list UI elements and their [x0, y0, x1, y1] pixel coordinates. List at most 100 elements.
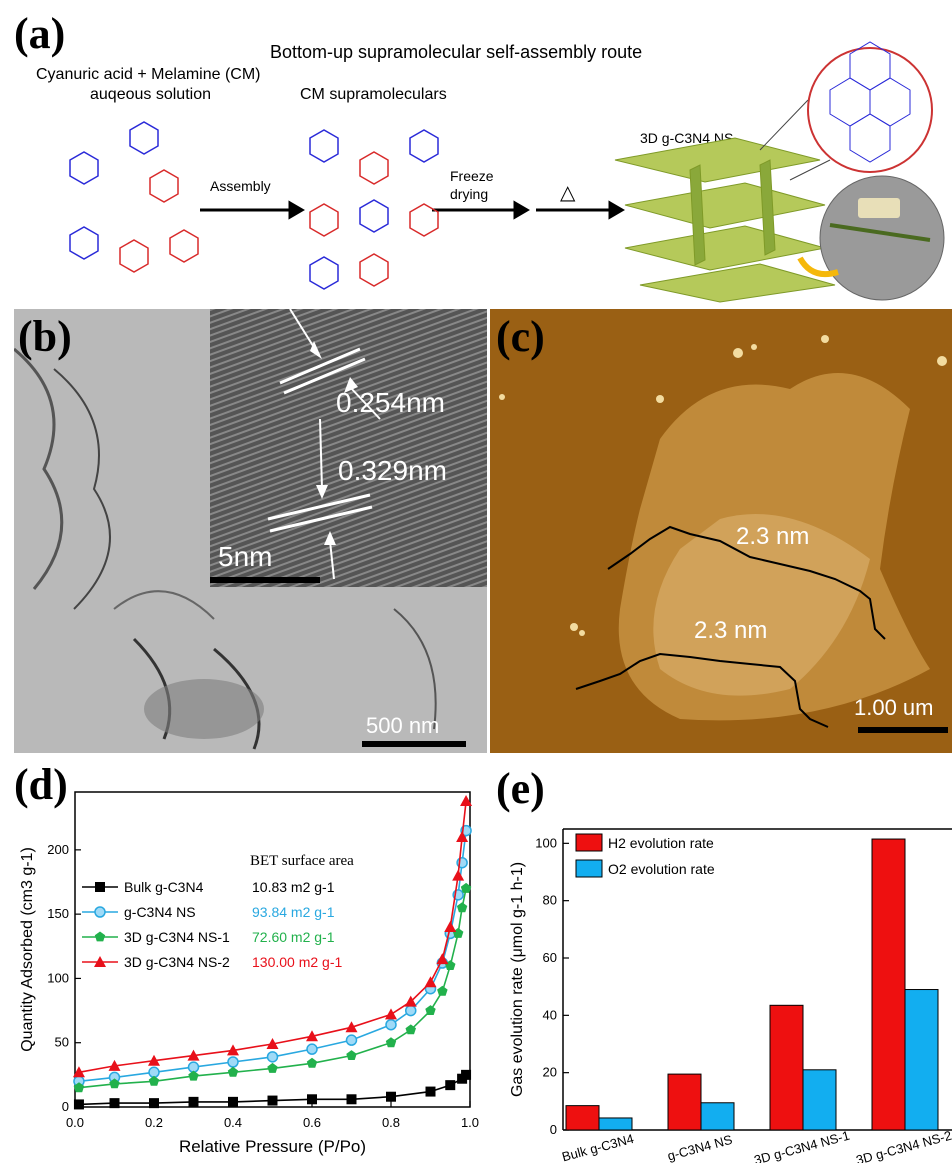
panel-b-scale-label: 500 nm	[366, 713, 440, 738]
data-point	[452, 869, 465, 881]
data-point	[445, 960, 456, 970]
data-point	[109, 1078, 120, 1089]
y-tick-label: 100	[47, 970, 69, 985]
x-category-label: Bulk g-C3N4	[560, 1131, 635, 1163]
legend-label: g-C3N4 NS	[124, 904, 196, 920]
data-point	[109, 1098, 120, 1109]
data-point	[346, 1094, 357, 1105]
photo-circle	[819, 175, 945, 301]
panel-e-label: (e)	[496, 764, 545, 813]
data-point	[306, 1030, 318, 1042]
panel-a: (a) Bottom-up supramolecular self-assemb…	[0, 0, 952, 305]
legend-entry: O2 evolution rate	[575, 859, 715, 878]
data-point	[385, 1008, 397, 1020]
panel-b-scale-bar	[362, 741, 466, 747]
data-point	[404, 995, 417, 1007]
legend-label: 3D g-C3N4 NS-2	[124, 954, 230, 970]
photo-plant	[829, 223, 931, 242]
x-axis-label: Relative Pressure (P/Po)	[179, 1137, 366, 1156]
supramolecular-label: CM supramoleculars	[300, 86, 447, 103]
afm-image	[490, 309, 952, 753]
data-point	[445, 1080, 456, 1091]
freeze-arrow	[432, 200, 530, 220]
y-tick-label: 40	[543, 1007, 557, 1022]
y-axis-label: Gas evolution rate (μmol g-1 h-1)	[509, 862, 526, 1097]
panel-a-scheme	[69, 41, 945, 303]
data-point	[108, 1059, 121, 1071]
data-point	[436, 953, 449, 965]
data-point	[346, 1050, 357, 1060]
data-point	[149, 1098, 159, 1109]
legend-entry: Bulk g-C3N4 10.83 m2 g-1	[82, 879, 335, 895]
legend-bet-value: 72.60 m2 g-1	[252, 929, 335, 945]
series-line	[78, 888, 467, 1089]
assembly-label: Assembly	[210, 178, 271, 194]
panel-a-label: (a)	[14, 9, 66, 58]
data-point	[307, 1094, 317, 1105]
legend-bet-value: 93.84 m2 g-1	[252, 904, 335, 920]
hrtem-inset: 0.254nm 0.329nm 5nm	[210, 309, 487, 587]
melamine-molecules	[69, 121, 439, 290]
panel-e: (e) 0 20 40 60 80 100 Gas evolution rate (μmol…	[490, 757, 952, 1163]
drying-label: drying	[450, 186, 489, 202]
bar	[904, 989, 939, 1131]
legend-entry: 3D g-C3N4 NS-1 72.60 m2 g-1	[82, 929, 335, 945]
legend-bet-value: 10.83 m2 g-1	[252, 879, 335, 895]
data-point	[405, 1004, 417, 1017]
panel-c-afm: (c) 2.3 nm 2.3 nm 1.00 um	[490, 309, 952, 753]
3d-nanosheet-stack	[614, 137, 836, 303]
legend-entry: 3D g-C3N4 NS-2 130.00 m2 g-1	[82, 954, 342, 970]
bet-header: BET surface area	[250, 853, 354, 869]
data-point	[73, 1099, 84, 1110]
data-point	[425, 1005, 436, 1015]
legend-swatch	[575, 859, 603, 878]
series-line	[78, 800, 467, 1074]
lattice-spacing-2: 0.329nm	[338, 455, 447, 486]
inset-scale-label: 5nm	[218, 541, 273, 572]
series-0	[73, 1069, 472, 1110]
data-point	[227, 1056, 239, 1068]
y-axis-label: Quantity Adsorbed (cm3 g-1)	[19, 847, 36, 1052]
bar	[565, 1105, 600, 1131]
afm-profile-1	[607, 525, 886, 640]
bar	[802, 1069, 837, 1131]
afm-height-2: 2.3 nm	[694, 617, 768, 644]
data-point	[267, 1095, 278, 1106]
panel-c-scale-label: 1.00 um	[854, 695, 934, 720]
curved-yellow-arrow	[797, 256, 839, 278]
x-category-label: 3D g-C3N4 NS-1	[752, 1128, 851, 1163]
data-point	[437, 985, 448, 996]
assembly-arrow	[200, 200, 305, 220]
bar	[769, 1004, 804, 1131]
x-tick-label: 0.2	[145, 1115, 163, 1130]
legend-marker	[94, 956, 106, 967]
data-point	[385, 1018, 397, 1031]
photo-sample	[858, 198, 900, 218]
data-point	[456, 902, 468, 913]
y-tick-label: 0	[550, 1122, 557, 1137]
x-tick-label: 0.4	[224, 1115, 242, 1130]
panel-c-label: (c)	[496, 312, 545, 361]
afm-height-1: 2.3 nm	[736, 523, 810, 550]
panel-d: (d) 0.0 0.2 0.4 0.6 0.8 1.0 0 50 100 150 200 Relati…	[0, 757, 490, 1163]
data-point	[188, 1096, 199, 1107]
y-tick-label: 60	[543, 950, 557, 965]
cyanuric-molecules	[119, 151, 439, 287]
data-point	[460, 795, 473, 806]
x-tick-label: 0.6	[303, 1115, 321, 1130]
y-tick-label: 50	[55, 1035, 69, 1050]
panel-d-label: (d)	[14, 760, 68, 809]
x-category-label: g-C3N4 NS	[666, 1132, 734, 1163]
data-point	[267, 1062, 278, 1073]
data-point	[227, 1066, 239, 1077]
data-point	[425, 1086, 436, 1097]
panel-b-tem: (b) 0.254nm 0.329nm	[14, 309, 487, 753]
data-point	[405, 1024, 416, 1035]
y-tick-label: 150	[47, 906, 69, 921]
bar	[700, 1102, 735, 1131]
data-point	[452, 927, 464, 938]
hrtem-lattice	[210, 309, 487, 587]
data-point	[148, 1066, 160, 1079]
legend-swatch	[575, 833, 603, 852]
isotherm-chart: 0.0 0.2 0.4 0.6 0.8 1.0 0 50 100 150 200 Relative P…	[19, 791, 479, 1156]
